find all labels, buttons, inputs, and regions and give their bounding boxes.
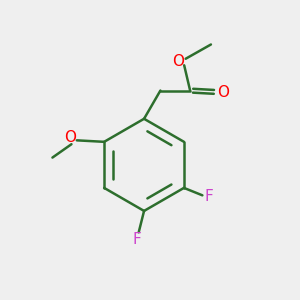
Text: O: O (172, 54, 184, 69)
Text: F: F (133, 232, 142, 247)
Text: O: O (218, 85, 230, 100)
Text: O: O (64, 130, 76, 145)
Text: F: F (205, 189, 213, 204)
